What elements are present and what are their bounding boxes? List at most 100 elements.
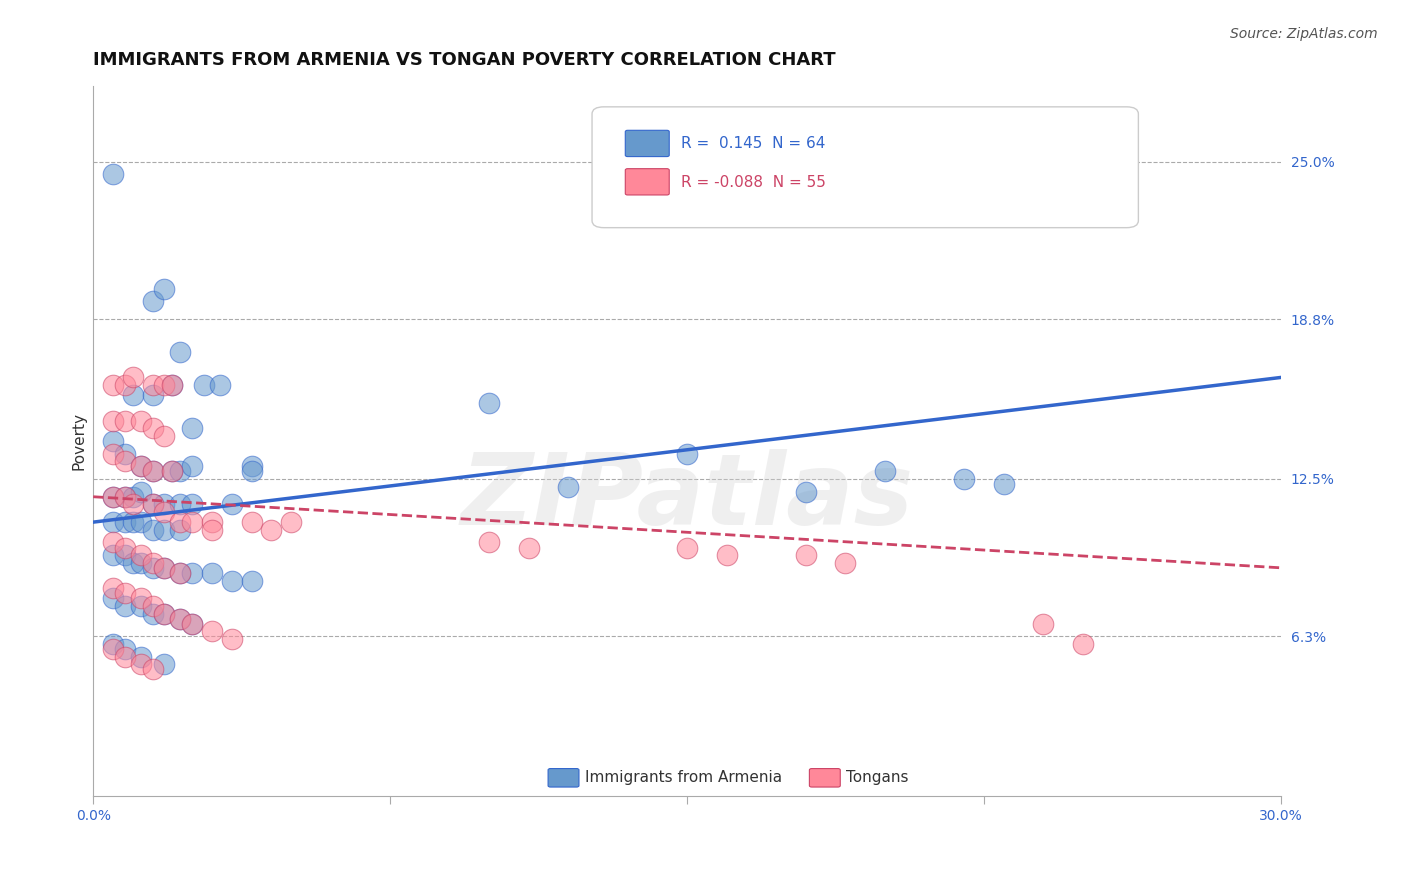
Point [169, 497, 191, 511]
Point [221, 574, 243, 588]
Point [114, 586, 136, 600]
Point [153, 561, 176, 575]
Point [181, 616, 204, 631]
Point [181, 515, 204, 529]
Point [121, 388, 143, 402]
FancyBboxPatch shape [810, 769, 841, 787]
Point [114, 490, 136, 504]
FancyBboxPatch shape [592, 107, 1139, 227]
Point [221, 497, 243, 511]
Point [517, 541, 540, 555]
Point [162, 464, 184, 478]
Point [101, 447, 124, 461]
Point [129, 591, 152, 606]
Point [142, 556, 165, 570]
Point [201, 523, 224, 537]
Point [114, 414, 136, 428]
Point [201, 624, 224, 639]
Point [240, 515, 263, 529]
Point [478, 535, 501, 549]
Point [101, 637, 124, 651]
Point [169, 566, 191, 580]
Point [181, 497, 204, 511]
Point [280, 515, 302, 529]
Text: Source: ZipAtlas.com: Source: ZipAtlas.com [1230, 27, 1378, 41]
Point [181, 566, 204, 580]
Point [114, 642, 136, 657]
Point [181, 616, 204, 631]
Point [873, 464, 896, 478]
Point [162, 378, 184, 392]
Text: ZIPatlas: ZIPatlas [461, 450, 914, 546]
Point [114, 649, 136, 664]
Point [114, 490, 136, 504]
Text: IMMIGRANTS FROM ARMENIA VS TONGAN POVERTY CORRELATION CHART: IMMIGRANTS FROM ARMENIA VS TONGAN POVERT… [93, 51, 835, 69]
Point [142, 294, 165, 309]
Point [129, 556, 152, 570]
Point [794, 484, 817, 499]
Point [153, 607, 176, 621]
Point [676, 541, 699, 555]
Point [1032, 616, 1054, 631]
Point [153, 505, 176, 519]
Point [201, 515, 224, 529]
Point [121, 497, 143, 511]
Point [240, 574, 263, 588]
Point [101, 434, 124, 448]
Point [101, 378, 124, 392]
Text: Tongans: Tongans [846, 771, 908, 785]
Point [129, 548, 152, 562]
Point [142, 607, 165, 621]
Point [114, 548, 136, 562]
Point [129, 599, 152, 613]
Point [101, 642, 124, 657]
Point [153, 429, 176, 443]
Point [142, 599, 165, 613]
Point [121, 556, 143, 570]
Point [153, 497, 176, 511]
Point [121, 515, 143, 529]
Point [240, 464, 263, 478]
Point [101, 591, 124, 606]
Point [114, 378, 136, 392]
Point [101, 167, 124, 181]
Point [121, 370, 143, 384]
Point [201, 566, 224, 580]
Point [142, 497, 165, 511]
Point [129, 657, 152, 672]
Point [129, 459, 152, 474]
Point [129, 649, 152, 664]
Point [114, 599, 136, 613]
Point [129, 515, 152, 529]
FancyBboxPatch shape [626, 169, 669, 195]
Point [169, 611, 191, 625]
Point [193, 378, 215, 392]
Point [260, 523, 283, 537]
Point [129, 414, 152, 428]
FancyBboxPatch shape [626, 130, 669, 157]
Point [1071, 637, 1094, 651]
Point [153, 657, 176, 672]
Point [114, 454, 136, 468]
Point [142, 662, 165, 676]
Point [142, 464, 165, 478]
Point [114, 541, 136, 555]
Point [101, 515, 124, 529]
Point [169, 566, 191, 580]
Point [101, 490, 124, 504]
Point [153, 378, 176, 392]
Point [101, 535, 124, 549]
Point [169, 464, 191, 478]
Point [169, 523, 191, 537]
Point [676, 447, 699, 461]
Point [142, 464, 165, 478]
Point [142, 523, 165, 537]
Point [221, 632, 243, 646]
Point [129, 459, 152, 474]
Point [114, 515, 136, 529]
Point [153, 607, 176, 621]
Point [142, 378, 165, 392]
Point [169, 345, 191, 359]
Point [142, 497, 165, 511]
Point [993, 477, 1015, 491]
